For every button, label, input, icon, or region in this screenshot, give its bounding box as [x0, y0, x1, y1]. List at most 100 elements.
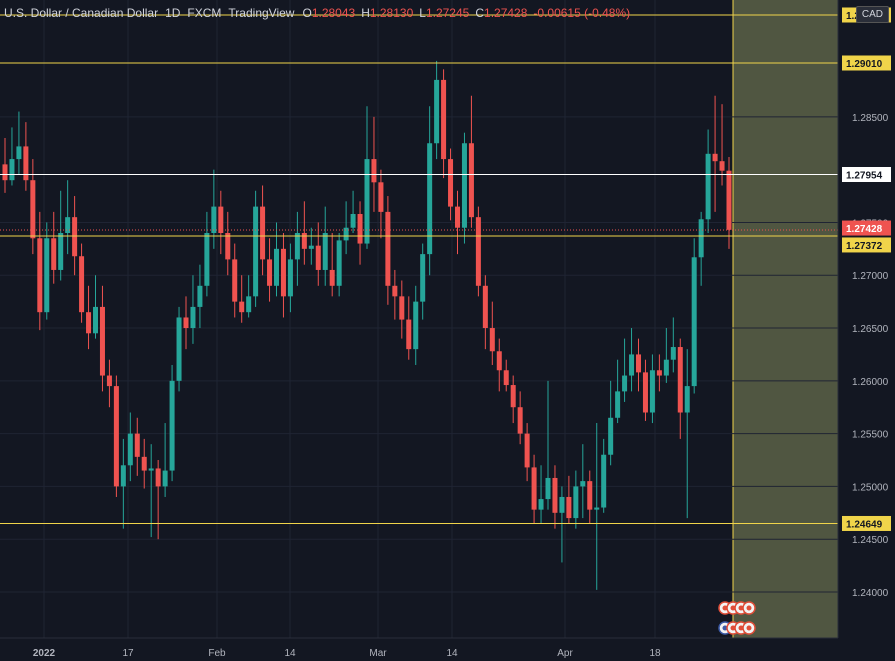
candle-body[interactable] — [503, 370, 509, 386]
candle-body[interactable] — [531, 467, 537, 510]
candle-body[interactable] — [294, 232, 300, 260]
candle-body[interactable] — [72, 217, 78, 257]
candle-body[interactable] — [461, 143, 467, 228]
candle-body[interactable] — [343, 227, 349, 241]
candle-body[interactable] — [322, 232, 328, 270]
candle-body[interactable] — [155, 468, 161, 487]
candle-body[interactable] — [726, 170, 732, 230]
candle-body[interactable] — [635, 354, 642, 373]
candle-body[interactable] — [44, 238, 50, 313]
candle-body[interactable] — [441, 79, 447, 160]
candle-body[interactable] — [225, 232, 231, 260]
price-axis[interactable] — [838, 0, 895, 661]
candle-body[interactable] — [86, 312, 92, 334]
candle-body[interactable] — [712, 153, 718, 162]
candle-body[interactable] — [176, 317, 182, 381]
candle-body[interactable] — [559, 496, 565, 513]
candle-body[interactable] — [427, 143, 433, 255]
candle-body[interactable] — [301, 232, 307, 249]
candle-body[interactable] — [552, 477, 558, 513]
candle-body[interactable] — [517, 407, 523, 434]
currency-badge[interactable]: CAD — [855, 6, 889, 23]
candle-body[interactable] — [434, 79, 440, 144]
candle-body[interactable] — [454, 206, 461, 228]
candle-body[interactable] — [16, 146, 22, 160]
candle-body[interactable] — [211, 206, 217, 233]
candle-body[interactable] — [9, 159, 15, 181]
candle-body[interactable] — [357, 213, 363, 244]
candle-body[interactable] — [169, 380, 175, 471]
candle-body[interactable] — [663, 359, 669, 376]
candle-body[interactable] — [127, 433, 133, 466]
candle-body[interactable] — [615, 391, 621, 418]
candle-body[interactable] — [580, 481, 586, 487]
candle-body[interactable] — [399, 296, 405, 320]
candle-body[interactable] — [120, 465, 126, 487]
candle-body[interactable] — [677, 347, 683, 413]
candle-body[interactable] — [629, 354, 635, 376]
candle-body[interactable] — [23, 146, 29, 181]
candle-body[interactable] — [260, 206, 266, 260]
candle-body[interactable] — [329, 269, 335, 286]
candle-body[interactable] — [622, 375, 628, 392]
candle-body[interactable] — [705, 153, 711, 220]
candle-body[interactable] — [37, 238, 43, 313]
candle-body[interactable] — [2, 164, 8, 181]
candle-body[interactable] — [594, 507, 600, 510]
candle-body[interactable] — [489, 328, 495, 352]
candle-body[interactable] — [698, 219, 704, 258]
candle-body[interactable] — [267, 259, 273, 286]
candle-body[interactable] — [134, 433, 140, 457]
candle-body[interactable] — [608, 417, 614, 455]
candle-body[interactable] — [204, 232, 210, 286]
candle-body[interactable] — [239, 301, 245, 313]
candle-body[interactable] — [162, 470, 168, 487]
candle-body[interactable] — [51, 238, 57, 270]
candle-body[interactable] — [587, 481, 593, 510]
candle-body[interactable] — [420, 254, 426, 302]
symbol-name[interactable]: U.S. Dollar / Canadian Dollar — [4, 6, 159, 20]
candle-body[interactable] — [253, 206, 259, 297]
candle-body[interactable] — [364, 159, 370, 244]
candle-body[interactable] — [482, 285, 488, 329]
candle-body[interactable] — [218, 206, 224, 233]
candle-body[interactable] — [510, 385, 516, 408]
candle-body[interactable] — [566, 496, 572, 519]
time-axis[interactable] — [0, 638, 838, 661]
candle-body[interactable] — [308, 245, 314, 249]
candle-body[interactable] — [113, 386, 119, 487]
candle-body[interactable] — [190, 306, 196, 329]
candle-body[interactable] — [246, 296, 252, 313]
candle-body[interactable] — [92, 306, 99, 334]
candle-body[interactable] — [350, 213, 356, 228]
candle-body[interactable] — [336, 240, 342, 286]
candle-body[interactable] — [99, 306, 105, 376]
candle-body[interactable] — [148, 468, 154, 471]
candle-body[interactable] — [538, 499, 544, 510]
candle-body[interactable] — [58, 232, 64, 270]
candle-body[interactable] — [496, 351, 502, 371]
candle-body[interactable] — [232, 259, 238, 302]
candle-body[interactable] — [413, 301, 419, 350]
candle-body[interactable] — [642, 372, 648, 413]
candle-body[interactable] — [719, 161, 725, 171]
candle-body[interactable] — [392, 285, 398, 297]
candle-body[interactable] — [287, 259, 293, 297]
candle-body[interactable] — [197, 285, 203, 307]
candle-body[interactable] — [106, 375, 112, 387]
candle-body[interactable] — [684, 386, 690, 413]
candle-body[interactable] — [315, 245, 321, 270]
candle-body[interactable] — [65, 217, 71, 233]
candle-body[interactable] — [524, 433, 530, 468]
candle-body[interactable] — [79, 256, 85, 313]
candle-body[interactable] — [378, 182, 384, 212]
candle-body[interactable] — [468, 143, 474, 218]
candle-body[interactable] — [273, 248, 280, 286]
candle-body[interactable] — [30, 180, 36, 239]
candle-body[interactable] — [385, 211, 391, 286]
candle-body[interactable] — [371, 159, 377, 183]
candle-body[interactable] — [670, 347, 676, 360]
candle-body[interactable] — [573, 486, 579, 519]
candle-body[interactable] — [475, 217, 481, 286]
